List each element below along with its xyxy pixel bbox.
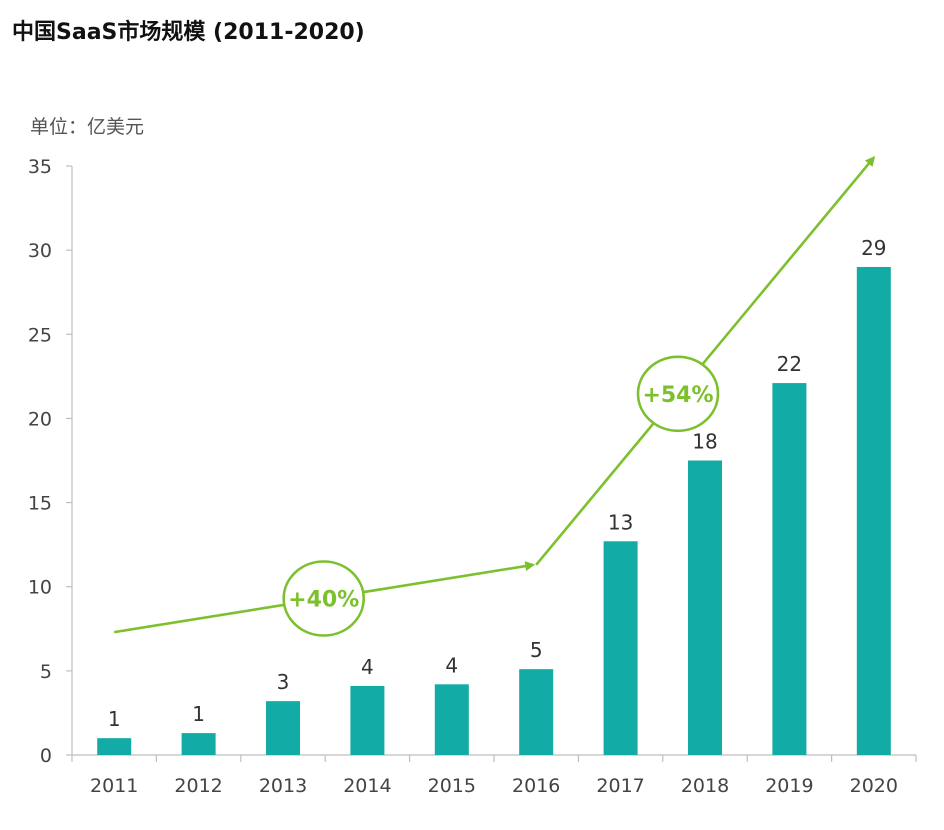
data-label-2017: 13 (608, 510, 633, 534)
x-tick-label: 2017 (596, 775, 644, 797)
x-tick-label: 2015 (428, 775, 476, 797)
bar-2015 (434, 684, 469, 755)
data-label-2014: 4 (361, 655, 374, 679)
growth-badge-circle-2 (636, 355, 720, 433)
x-tick-label: 2012 (174, 775, 222, 797)
data-label-2012: 1 (192, 702, 205, 726)
bar-2019 (772, 383, 807, 755)
x-tick-label: 2016 (512, 775, 560, 797)
growth-arrow-2 (535, 156, 876, 566)
data-label-2018: 18 (692, 430, 717, 454)
data-label-2011: 1 (108, 707, 121, 731)
chart-title: 中国SaaS市场规模 (2011-2020) (12, 20, 365, 45)
x-tick-label: 2018 (681, 775, 729, 797)
x-tick-label: 2014 (343, 775, 391, 797)
y-tick-label: 30 (28, 240, 52, 262)
x-tick-label: 2013 (259, 775, 307, 797)
x-tick-label: 2020 (850, 775, 898, 797)
x-tick-label: 2019 (765, 775, 813, 797)
bar-2011 (97, 738, 132, 755)
data-label-2020: 29 (861, 236, 886, 260)
y-tick-label: 20 (28, 408, 52, 430)
y-tick-label: 0 (40, 745, 52, 767)
x-tick-label: 2011 (90, 775, 138, 797)
y-tick-label: 35 (28, 156, 52, 178)
bar-2018 (688, 460, 722, 755)
y-tick-label: 10 (28, 577, 52, 599)
y-tick-label: 5 (40, 661, 52, 683)
data-label-2015: 4 (445, 653, 458, 677)
bar-2017 (603, 541, 638, 755)
bar-2013 (266, 701, 300, 755)
data-label-2013: 3 (277, 670, 290, 694)
bar-2014 (350, 686, 385, 755)
bar-2012 (181, 733, 216, 755)
data-label-2016: 5 (530, 638, 543, 662)
growth-badge-circle-1 (282, 560, 366, 637)
bar-2020 (856, 266, 891, 755)
unit-label: 单位：亿美元 (30, 116, 145, 138)
bar-2016 (519, 669, 554, 755)
growth-badge-label-2: +54% (642, 383, 713, 408)
data-label-2019: 22 (777, 352, 802, 376)
growth-badge-label-1: +40% (288, 587, 359, 612)
y-tick-label: 15 (28, 493, 52, 515)
y-tick-label: 25 (28, 324, 52, 346)
